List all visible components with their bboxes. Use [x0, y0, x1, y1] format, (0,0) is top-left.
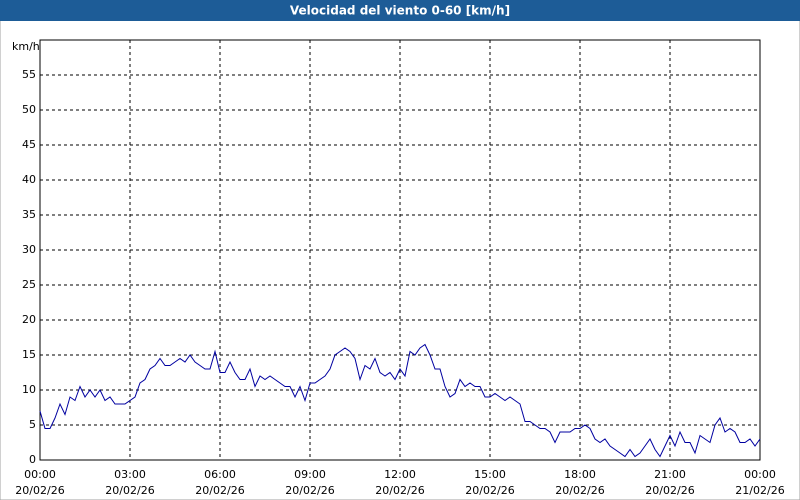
y-tick-label: 0 [29, 453, 36, 466]
y-tick-label: 15 [22, 348, 36, 361]
x-tick-date: 20/02/26 [465, 484, 514, 497]
x-tick-label: 15:00 [474, 468, 506, 481]
chart-title: Velocidad del viento 0-60 [km/h] [290, 4, 510, 18]
y-tick-label: 50 [22, 103, 36, 116]
y-tick-label: 35 [22, 208, 36, 221]
y-tick-label: 20 [22, 313, 36, 326]
x-tick-date: 21/02/26 [735, 484, 784, 497]
x-tick-label: 00:00 [744, 468, 776, 481]
y-tick-label: 10 [22, 383, 36, 396]
x-tick-date: 20/02/26 [285, 484, 334, 497]
x-tick-label: 00:00 [24, 468, 56, 481]
y-tick-label: 40 [22, 173, 36, 186]
x-tick-label: 03:00 [114, 468, 146, 481]
x-tick-date: 20/02/26 [645, 484, 694, 497]
x-tick-date: 20/02/26 [15, 484, 64, 497]
y-tick-label: 45 [22, 138, 36, 151]
y-axis-label: km/h [12, 40, 40, 53]
x-tick-date: 20/02/26 [105, 484, 154, 497]
title-bar [0, 0, 800, 21]
x-tick-label: 06:00 [204, 468, 236, 481]
y-tick-label: 5 [29, 418, 36, 431]
x-tick-label: 21:00 [654, 468, 686, 481]
x-tick-date: 20/02/26 [375, 484, 424, 497]
y-tick-label: 25 [22, 278, 36, 291]
y-tick-label: 30 [22, 243, 36, 256]
x-tick-label: 12:00 [384, 468, 416, 481]
x-tick-label: 09:00 [294, 468, 326, 481]
y-tick-label: 55 [22, 68, 36, 81]
x-tick-date: 20/02/26 [195, 484, 244, 497]
x-tick-label: 18:00 [564, 468, 596, 481]
data-line [39, 343, 761, 458]
x-tick-date: 20/02/26 [555, 484, 604, 497]
